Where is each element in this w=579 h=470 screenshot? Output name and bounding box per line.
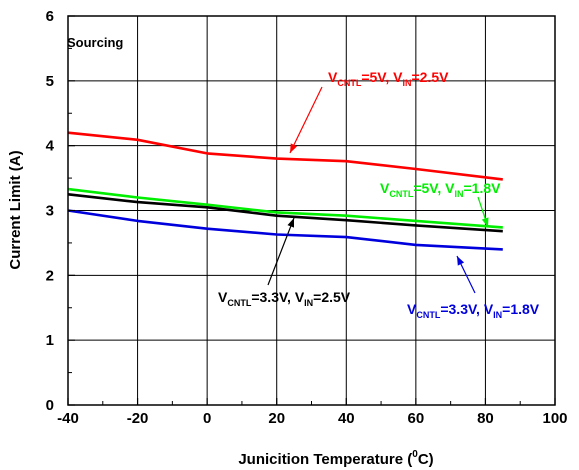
- x-tick-label: 60: [408, 410, 425, 427]
- annotation-arrow-head-1: [481, 217, 489, 227]
- series-lines: [67, 131, 503, 251]
- series-line-1: [67, 187, 503, 229]
- grid-lines: [68, 16, 555, 405]
- y-tick-label: 4: [46, 138, 55, 155]
- y-axis-label: Current Limit (A): [7, 150, 24, 269]
- x-tick-label: 0: [203, 410, 211, 427]
- y-tick-label: 0: [46, 397, 54, 414]
- annotation-arrow-line-2: [267, 217, 295, 286]
- x-tick-label: -40: [57, 410, 79, 427]
- tick-labels: -40 -20 0 20 40 60 80 100 0 1 2 3 4 5 6: [46, 8, 568, 427]
- axis-ticks: [67, 15, 556, 406]
- series-line-3: [67, 209, 503, 251]
- series-line-2: [67, 193, 503, 233]
- y-tick-label: 3: [46, 203, 54, 220]
- y-tick-label: 6: [46, 8, 54, 25]
- annotation-arrows: [267, 86, 489, 294]
- x-axis-label: Junicition Temperature (0C): [238, 449, 433, 468]
- y-tick-label: 5: [46, 73, 54, 90]
- sourcing-annotation: Sourcing: [67, 35, 123, 50]
- x-tick-label: 80: [477, 410, 494, 427]
- annotation-arrow-head-2: [287, 218, 295, 228]
- series-label-red: VCNTL=5V, VIN=2.5V: [328, 69, 449, 88]
- annotation-arrow-head-3: [457, 256, 465, 266]
- series-line-0: [67, 131, 503, 181]
- y-tick-label: 1: [46, 332, 54, 349]
- x-tick-label: 100: [542, 410, 567, 427]
- y-tick-label: 2: [46, 267, 54, 284]
- series-label-black: VCNTL=3.3V, VIN=2.5V: [218, 289, 351, 308]
- x-tick-label: 20: [268, 410, 285, 427]
- x-tick-label: -20: [127, 410, 149, 427]
- annotation-arrow-head-0: [290, 143, 298, 153]
- x-tick-label: 40: [338, 410, 355, 427]
- series-label-green: VCNTL=5V, VIN=1.8V: [380, 180, 501, 199]
- annotation-arrow-line-0: [289, 86, 323, 154]
- series-label-blue: VCNTL=3.3V, VIN=1.8V: [407, 301, 540, 320]
